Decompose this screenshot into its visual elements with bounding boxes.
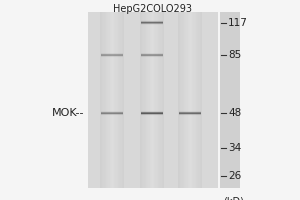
Bar (114, 12, 115, 188)
Bar (105, 12, 106, 188)
Bar (106, 12, 107, 188)
Bar (160, 12, 161, 188)
Bar (107, 12, 108, 188)
Bar (151, 12, 152, 188)
Bar (118, 12, 119, 188)
Bar (102, 12, 103, 188)
Bar (113, 12, 114, 188)
Bar (158, 12, 159, 188)
Bar (152, 12, 153, 188)
Bar (199, 12, 200, 188)
Bar (103, 12, 104, 188)
Bar (191, 12, 192, 188)
Bar (194, 12, 195, 188)
Bar (146, 12, 147, 188)
Bar (140, 12, 164, 188)
Bar (118, 12, 119, 188)
Text: MOK--: MOK-- (52, 108, 84, 118)
Bar (188, 12, 189, 188)
Bar (147, 12, 148, 188)
Bar (183, 12, 184, 188)
Bar (187, 12, 188, 188)
Bar (178, 12, 179, 188)
Bar (120, 12, 121, 188)
Bar (123, 12, 124, 188)
Bar (197, 12, 198, 188)
Bar (117, 12, 118, 188)
Bar (121, 12, 122, 188)
Bar (181, 12, 182, 188)
Bar (186, 12, 187, 188)
Bar (190, 12, 191, 188)
Bar (196, 12, 197, 188)
Bar (111, 12, 112, 188)
Bar (145, 12, 146, 188)
Bar (200, 12, 201, 188)
Text: 48: 48 (228, 108, 241, 118)
Bar (101, 12, 102, 188)
Bar (108, 12, 109, 188)
Bar (140, 12, 141, 188)
Bar (193, 12, 194, 188)
Bar (104, 12, 105, 188)
Text: 34: 34 (228, 143, 241, 153)
Bar (163, 12, 164, 188)
Bar (201, 12, 202, 188)
Bar (157, 12, 158, 188)
Bar (142, 12, 143, 188)
Bar (119, 12, 120, 188)
Bar (184, 12, 185, 188)
Bar (180, 12, 181, 188)
Bar (149, 12, 150, 188)
Bar (189, 12, 190, 188)
Bar (100, 12, 124, 188)
Bar (143, 12, 144, 188)
Bar (155, 12, 156, 188)
Text: (kD): (kD) (224, 196, 244, 200)
Bar (116, 12, 117, 188)
Bar (178, 12, 202, 188)
Bar (192, 12, 193, 188)
Bar (159, 12, 160, 188)
Bar (122, 12, 123, 188)
Bar (144, 12, 145, 188)
Bar (153, 12, 154, 188)
Bar (100, 12, 101, 188)
Bar (161, 12, 162, 188)
Text: 85: 85 (228, 50, 241, 60)
Bar (110, 12, 111, 188)
Bar (195, 12, 196, 188)
Bar (182, 12, 183, 188)
Text: 117: 117 (228, 18, 248, 28)
Bar (156, 12, 157, 188)
Bar (162, 12, 163, 188)
Bar (148, 12, 149, 188)
Bar (220, 12, 240, 188)
Bar (88, 12, 218, 188)
Bar (185, 12, 186, 188)
Text: HepG2COLO293: HepG2COLO293 (113, 4, 193, 14)
Bar (179, 12, 180, 188)
Bar (150, 12, 151, 188)
Text: 26: 26 (228, 171, 241, 181)
Bar (115, 12, 116, 188)
Bar (141, 12, 142, 188)
Bar (112, 12, 113, 188)
Bar (154, 12, 155, 188)
Bar (198, 12, 199, 188)
